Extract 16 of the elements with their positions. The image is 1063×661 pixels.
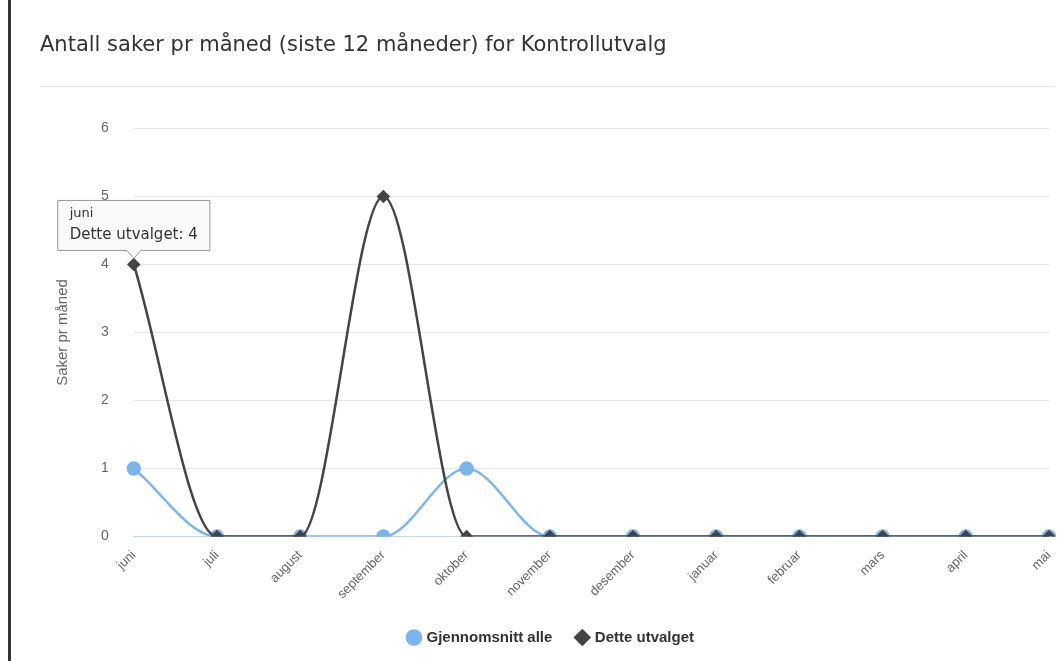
x-tick-label: juli [199,547,222,570]
x-tick-label: april [942,547,971,576]
y-tick-label: 3 [100,323,109,340]
y-tick-label: 6 [100,119,109,136]
y-axis-title: Saker pr måned [53,279,71,386]
y-tick-label: 4 [100,255,109,272]
y-tick-label: 5 [100,187,109,204]
annotation: juni Dette utvalget: 4 [68,205,198,243]
y-tick-label: 2 [100,391,109,408]
chart-title: Antall saker pr måned (siste 12 måneder) for Kontrollutvalg [40,32,667,56]
legend-label: Gjennomsnitt alle [426,627,553,645]
y-tick-label: 1 [100,459,109,476]
legend-label: Dette utvalget [594,627,695,645]
x-tick-label: juni [112,547,139,573]
y-tick-label: 0 [100,527,109,544]
x-tick-label: mai [1028,547,1054,573]
